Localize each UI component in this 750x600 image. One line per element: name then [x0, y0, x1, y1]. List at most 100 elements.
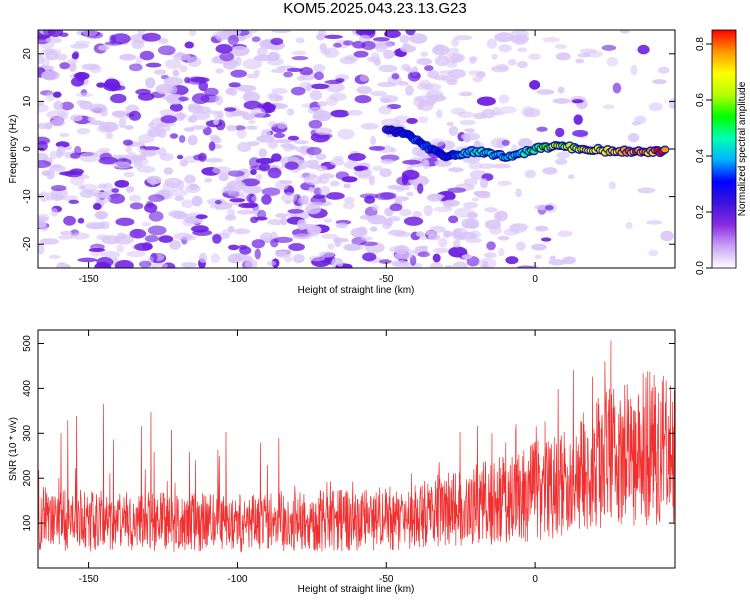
spectrogram-noise-cell [38, 140, 48, 152]
spectrogram-noise-cell [360, 241, 378, 247]
spectrogram-noise-cell [139, 50, 155, 61]
spectrogram-noise-cell [41, 57, 50, 68]
spectrogram-noise-cell [222, 30, 242, 35]
spectrogram-noise-cell [464, 128, 476, 133]
spectrogram-noise-cell [48, 165, 67, 172]
spectrogram-noise-cell [129, 194, 142, 202]
spectrogram-noise-cell [118, 117, 127, 129]
spectrogram-noise-cell [248, 120, 256, 125]
spectrogram-noise-cell [187, 115, 198, 123]
spectrogram-noise-cell [370, 52, 380, 63]
spectrogram-noise-cell [141, 221, 152, 227]
spectrogram-noise-cell [498, 44, 512, 53]
spectrogram-noise-cell [270, 238, 279, 248]
spectrogram-noise-cell [384, 218, 393, 227]
spectrogram-noise-cell [334, 236, 342, 248]
spectrogram-noise-cell [448, 246, 468, 258]
spectrogram-noise-cell [496, 210, 508, 222]
spectrogram-noise-cell [425, 230, 436, 236]
spectrogram-noise-cell [100, 108, 108, 117]
spectrogram-noise-cell [293, 140, 309, 145]
spectrogram-noise-cell [342, 40, 354, 46]
spectrogram-noise-cell [244, 259, 258, 268]
spectrogram-noise-cell [463, 201, 478, 209]
spectrogram-noise-cell [53, 100, 63, 111]
spectrogram-noise-cell [245, 125, 258, 130]
spectrogram-noise-cell [422, 159, 430, 170]
spectrogram-noise-cell [318, 251, 335, 258]
spectrogram-noise-cell [339, 56, 357, 65]
spectrogram-noise-cell [58, 234, 73, 240]
spectrogram-noise-cell [60, 101, 74, 111]
spectrogram-noise-cell [229, 198, 246, 203]
snr-plot-frame [37, 329, 676, 569]
spectrogram-noise-cell [630, 64, 638, 76]
spectrogram-noise-cell [416, 58, 432, 65]
spectrogram-noise-cell [299, 145, 310, 156]
spectrogram-noise-cell [518, 137, 533, 149]
spectrogram-noise-cell [82, 30, 98, 37]
spectrogram-noise-cell [172, 69, 180, 77]
spectrogram-noise-cell [137, 134, 155, 144]
spectrogram-noise-cell [260, 129, 272, 139]
spectrogram-noise-cell [393, 196, 410, 202]
spectrogram-noise-cell [286, 108, 295, 116]
spectrogram-noise-cell [172, 52, 191, 61]
spectrogram-noise-cell [191, 125, 208, 130]
spectrogram-noise-cell [417, 251, 430, 258]
spectrogram-noise-cell [39, 191, 50, 203]
spectrogram-noise-cell [144, 234, 159, 243]
spectrogram-noise-cell [320, 49, 332, 55]
spectrogram-noise-cell [417, 102, 424, 111]
snr-y-axis: 100 200 300 400 500 [22, 335, 675, 531]
spectrogram-noise-cell [481, 260, 489, 268]
spectrogram-noise-cell [210, 253, 221, 264]
spectrogram-noise-cell [491, 53, 498, 60]
spectrogram-noise-cell [330, 180, 340, 187]
spectrogram-noise-cell [227, 225, 235, 233]
spectrogram-noise-cell [399, 208, 412, 217]
spectrogram-noise-cell [631, 121, 641, 126]
spectrogram-noise-cell [394, 244, 410, 255]
spectrogram-noise-cell [606, 56, 619, 67]
spectrogram-noise-cell [38, 103, 49, 113]
spectrogram-noise-cell [231, 110, 249, 116]
spectrogram-noise-cell [124, 125, 134, 130]
snr-y-axis-label: SNR (10 * v/v) [8, 417, 19, 481]
spectrogram-noise-cell [399, 34, 410, 44]
spectrogram-noise-cell [364, 30, 376, 35]
spectrogram-noise-cell [105, 132, 114, 140]
spectrogram-noise-cell [131, 39, 145, 50]
spectrogram-y-tick-label: -20 [22, 237, 33, 252]
spectrogram-noise-cell [461, 132, 481, 141]
spectrogram-noise-cell [601, 44, 617, 51]
spectrogram-noise-cell [63, 215, 76, 226]
spectrogram-noise-cell [379, 192, 397, 200]
spectrogram-noise-cell [380, 97, 391, 104]
spectrogram-noise-cell [218, 172, 229, 182]
spectrogram-noise-cell [256, 47, 268, 57]
spectrogram-noise-cell [104, 78, 120, 90]
spectrogram-noise-cell [270, 37, 284, 46]
spectrogram-noise-cell [238, 202, 258, 209]
spectrogram-noise-cell [146, 175, 162, 185]
spectrogram-noise-cell [646, 220, 663, 225]
spectrogram-noise-cell [448, 47, 460, 54]
spectrogram-noise-cell [145, 77, 156, 89]
spectrogram-noise-cell [469, 56, 478, 62]
spectrogram-noise-cell [123, 171, 135, 178]
spectrogram-noise-cell [360, 236, 373, 241]
spectrogram-noise-cell [359, 74, 369, 82]
spectrogram-noise-cell [308, 255, 326, 262]
spectrogram-noise-cell [608, 181, 616, 190]
spectrogram-noise-cell [554, 44, 567, 50]
spectrogram-noise-cell [110, 93, 127, 104]
spectrogram-noise-cell [383, 49, 395, 59]
spectrogram-noise-cell [313, 64, 326, 73]
colorbar-tick-label: 0.2 [695, 205, 706, 219]
spectrogram-noise-cell [370, 135, 377, 146]
spectrogram-noise-cell [351, 227, 365, 238]
spectrogram-noise-cell [297, 195, 309, 206]
spectrogram-noise-cell [284, 161, 299, 170]
